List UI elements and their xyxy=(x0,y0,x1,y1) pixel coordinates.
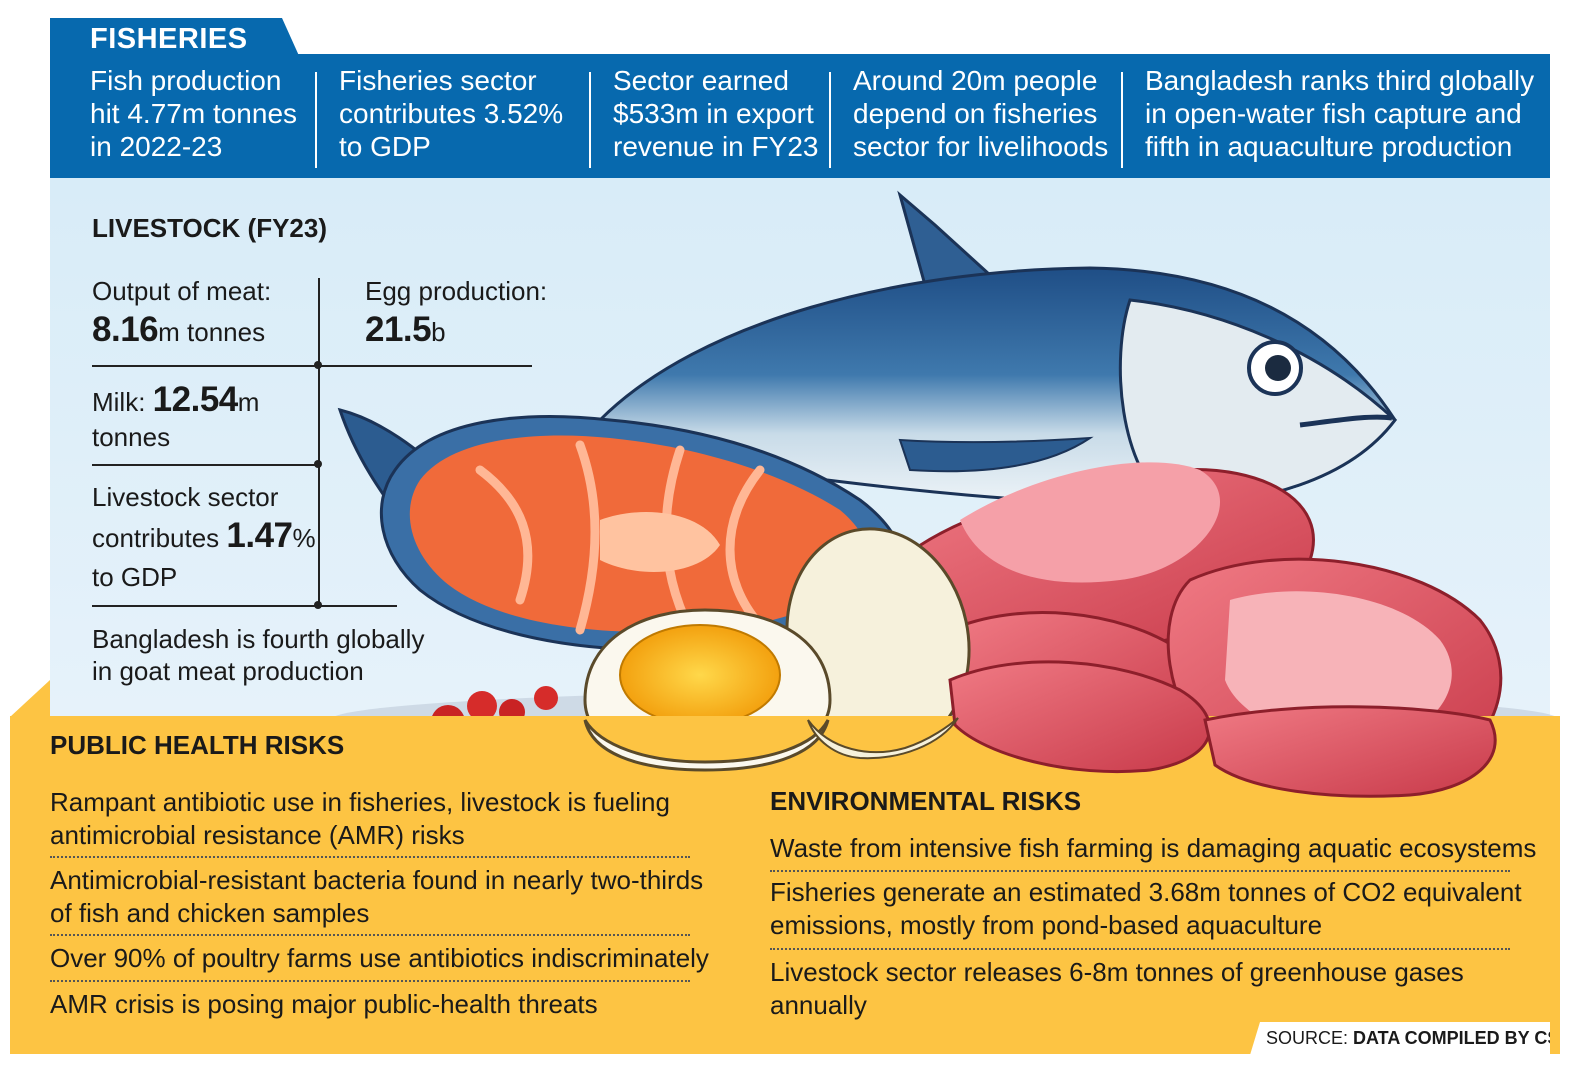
divider xyxy=(318,366,320,606)
gdp-stat: contributes 1.47% xyxy=(92,516,316,555)
fisheries-fact: Around 20m people depend on fisheries se… xyxy=(829,64,1121,168)
meat-value: 8.16 xyxy=(92,310,159,349)
raw-meat-icon xyxy=(948,660,1497,798)
divider-dot xyxy=(314,361,322,369)
dotted-divider xyxy=(50,980,690,982)
divider xyxy=(318,278,320,366)
milk-unit: m xyxy=(237,387,260,417)
fisheries-fact: Fisheries sector contributes 3.52% to GD… xyxy=(315,64,589,168)
dotted-divider xyxy=(50,856,690,858)
dotted-divider xyxy=(770,948,1510,950)
divider xyxy=(92,365,532,367)
environmental-item: Livestock sector releases 6-8m tonnes of… xyxy=(770,957,1464,1020)
salmon-steak-icon xyxy=(379,415,904,652)
public-health-item: AMR crisis is posing major public-health… xyxy=(50,989,598,1019)
environmental-item: Waste from intensive fish farming is dam… xyxy=(770,833,1537,863)
goat-line2: in goat meat production xyxy=(92,656,364,686)
egg-label: Egg production: xyxy=(365,276,548,306)
source-label: SOURCE: xyxy=(1266,1028,1354,1048)
public-health-item: Over 90% of poultry farms use antibiotic… xyxy=(50,943,709,973)
public-health-title: PUBLIC HEALTH RISKS xyxy=(50,730,345,760)
meat-label: Output of meat: xyxy=(92,276,272,306)
public-health-tab xyxy=(10,716,362,768)
fisheries-title: FISHERIES xyxy=(90,23,248,55)
fisheries-fact: Bangladesh ranks third globally in open-… xyxy=(1121,64,1541,168)
fisheries-tab: FISHERIES xyxy=(50,18,300,58)
goat-line1: Bangladesh is fourth globally xyxy=(92,624,425,654)
gdp-line3: to GDP xyxy=(92,562,178,592)
fisheries-fact: Fish production hit 4.77m tonnes in 2022… xyxy=(90,65,298,162)
fisheries-fact: Sector earned $533m in export revenue in… xyxy=(589,64,829,168)
gdp-value: 1.47 xyxy=(226,516,293,555)
source-credit: SOURCE: DATA COMPILED BY CSR xyxy=(1250,1022,1550,1055)
divider xyxy=(92,605,397,607)
divider-dot xyxy=(314,601,322,609)
meat-unit: m tonnes xyxy=(158,317,266,347)
milk-value: 12.54 xyxy=(152,380,239,419)
boiled-egg-icon xyxy=(583,717,959,772)
dotted-divider xyxy=(770,870,1510,872)
milk-unit-line: tonnes xyxy=(92,422,171,452)
environmental-title: ENVIRONMENTAL RISKS xyxy=(770,786,1082,816)
boiled-egg-icon xyxy=(583,527,971,762)
egg-unit: b xyxy=(431,317,446,347)
divider-dot xyxy=(314,460,322,468)
environmental-item: Fisheries generate an estimated 3.68m to… xyxy=(770,877,1522,940)
source-value: DATA COMPILED BY CSR xyxy=(1353,1028,1573,1048)
egg-value: 21.5 xyxy=(365,310,432,349)
milk-label: Milk: xyxy=(92,387,153,417)
public-health-item: Rampant antibiotic use in fisheries, liv… xyxy=(50,787,670,850)
meat-stat: 8.16m tonnes xyxy=(92,312,266,348)
milk-stat: Milk: 12.54m xyxy=(92,382,260,418)
dotted-divider xyxy=(50,934,690,936)
public-health-item: Antimicrobial-resistant bacteria found i… xyxy=(50,865,704,928)
egg-stat: 21.5b xyxy=(365,312,446,348)
fisheries-band: Fish production hit 4.77m tonnes in 2022… xyxy=(50,54,1550,178)
divider xyxy=(92,464,318,466)
gdp-unit: % xyxy=(292,523,316,553)
gdp-line1: Livestock sector xyxy=(92,482,279,512)
livestock-title: LIVESTOCK (FY23) xyxy=(92,213,328,243)
